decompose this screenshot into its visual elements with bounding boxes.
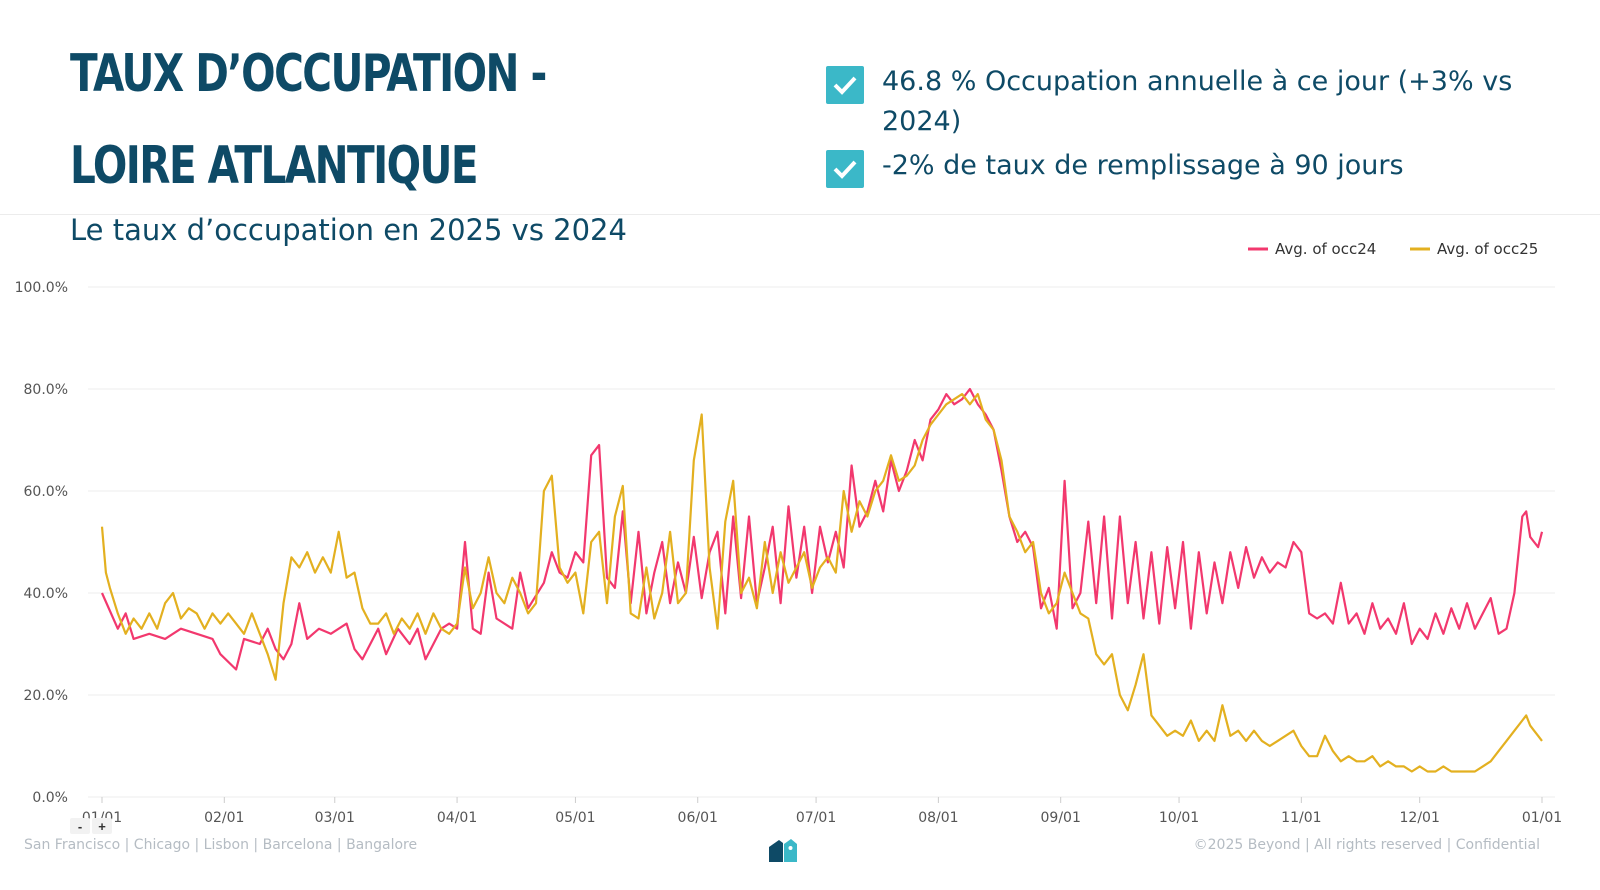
x-axis-ticks: 01/01 02/01 03/01 04/01 05/01 06/01 07/01 08/01… [82,797,1562,826]
x-tick-label: 12/01 [1400,810,1440,826]
legend-label[interactable]: Avg. of occ25 [1437,240,1538,258]
x-tick-label: 11/01 [1281,810,1321,826]
grid-lines [88,286,1555,798]
y-tick-label: 20.0% [24,688,68,704]
kpi-text: -2% de taux de remplissage à 90 jours [882,150,1404,181]
x-tick-label: 08/01 [918,810,958,826]
series-line-occ24 [100,387,1544,671]
zoom-out-button[interactable]: - [70,818,90,834]
chart-subtitle: Le taux d’occupation en 2025 vs 2024 [70,213,627,247]
legend-label[interactable]: Avg. of occ24 [1275,240,1376,258]
footer-copyright: ©2025 Beyond | All rights reserved | Con… [1193,837,1540,853]
x-tick-label: 01/01 [1522,810,1562,826]
x-tick-label: 03/01 [315,810,355,826]
zoom-in-button[interactable]: + [92,818,112,834]
x-tick-label: 06/01 [678,810,718,826]
y-tick-label: 80.0% [24,382,68,398]
occupancy-line-chart: 0.0% 20.0% 40.0% 60.0% 80.0% 100.0% 01/01 02/0… [15,240,1563,826]
x-tick-label: 09/01 [1041,810,1081,826]
zoom-controls: - + [70,818,112,834]
kpi-ytd-occupancy: 46.8 % Occupation annuelle à ce jour (+3… [826,62,1522,142]
x-tick-label: 05/01 [555,810,595,826]
legend: Avg. of occ24 Avg. of occ25 [1248,240,1538,258]
page-title-line-2: Loire Atlantique [70,136,479,196]
x-tick-label: 07/01 [796,810,836,826]
page-title: Taux d’occupation - Loire Atlantique [70,28,569,212]
x-tick-label: 02/01 [204,810,244,826]
header-divider [0,214,1600,215]
y-tick-label: 40.0% [24,586,68,602]
kpi-text: 46.8 % Occupation annuelle à ce jour (+3… [882,66,1513,137]
checkbox-checked-icon [826,66,864,104]
footer-offices: San Francisco | Chicago | Lisbon | Barce… [24,837,418,853]
series-line-occ25 [100,393,1543,773]
series-lines [100,387,1544,773]
page-title-line-1: Taux d’occupation - [70,44,547,104]
y-tick-label: 60.0% [24,484,68,500]
brand-logo-icon [769,839,797,862]
y-tick-label: 0.0% [32,790,68,806]
y-axis-ticks: 0.0% 20.0% 40.0% 60.0% 80.0% 100.0% [15,280,68,806]
x-tick-label: 10/01 [1159,810,1199,826]
checkbox-checked-icon [826,150,864,188]
kpi-fill-rate-90-days: -2% de taux de remplissage à 90 jours [826,146,1522,188]
y-tick-label: 100.0% [15,280,68,296]
x-tick-label: 04/01 [437,810,477,826]
